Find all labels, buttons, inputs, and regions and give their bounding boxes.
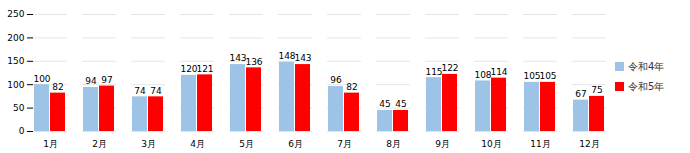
svg-text:12月: 12月 [579, 139, 599, 149]
svg-text:74: 74 [134, 86, 146, 96]
svg-text:4月: 4月 [190, 139, 205, 149]
svg-text:97: 97 [101, 75, 112, 85]
svg-text:143: 143 [294, 53, 311, 63]
svg-text:120: 120 [180, 64, 197, 74]
svg-text:45: 45 [395, 99, 406, 109]
svg-text:75: 75 [591, 85, 602, 95]
svg-text:8月: 8月 [386, 139, 401, 149]
svg-text:1月: 1月 [43, 139, 58, 149]
svg-text:50: 50 [13, 103, 25, 113]
svg-text:82: 82 [346, 82, 357, 92]
svg-text:200: 200 [7, 33, 24, 43]
svg-text:105: 105 [539, 71, 556, 81]
svg-text:11月: 11月 [530, 139, 550, 149]
svg-text:250: 250 [7, 9, 24, 19]
svg-text:108: 108 [474, 70, 491, 80]
svg-text:143: 143 [229, 53, 246, 63]
svg-text:9月: 9月 [435, 139, 450, 149]
svg-text:136: 136 [245, 57, 262, 67]
svg-text:0: 0 [19, 126, 25, 136]
svg-text:7月: 7月 [337, 139, 352, 149]
svg-text:5月: 5月 [239, 139, 254, 149]
svg-text:67: 67 [575, 89, 586, 99]
svg-text:148: 148 [278, 51, 295, 61]
svg-text:150: 150 [7, 56, 24, 66]
svg-text:105: 105 [523, 71, 540, 81]
svg-text:82: 82 [52, 82, 63, 92]
html-text:令和4年: 令和4年 [628, 60, 665, 72]
svg-text:10月: 10月 [481, 139, 501, 149]
svg-text:45: 45 [379, 99, 390, 109]
svg-text:2月: 2月 [92, 139, 107, 149]
svg-text:94: 94 [85, 76, 97, 86]
svg-text:115: 115 [425, 67, 442, 77]
svg-text:6月: 6月 [288, 139, 303, 149]
svg-text:122: 122 [441, 63, 458, 73]
svg-text:3月: 3月 [141, 139, 156, 149]
svg-text:96: 96 [330, 75, 342, 85]
html-text:令和5年: 令和5年 [628, 80, 665, 92]
svg-text:100: 100 [33, 74, 50, 84]
svg-text:114: 114 [490, 67, 507, 77]
svg-text:100: 100 [7, 80, 24, 90]
svg-text:74: 74 [150, 86, 162, 96]
svg-text:121: 121 [196, 64, 213, 74]
